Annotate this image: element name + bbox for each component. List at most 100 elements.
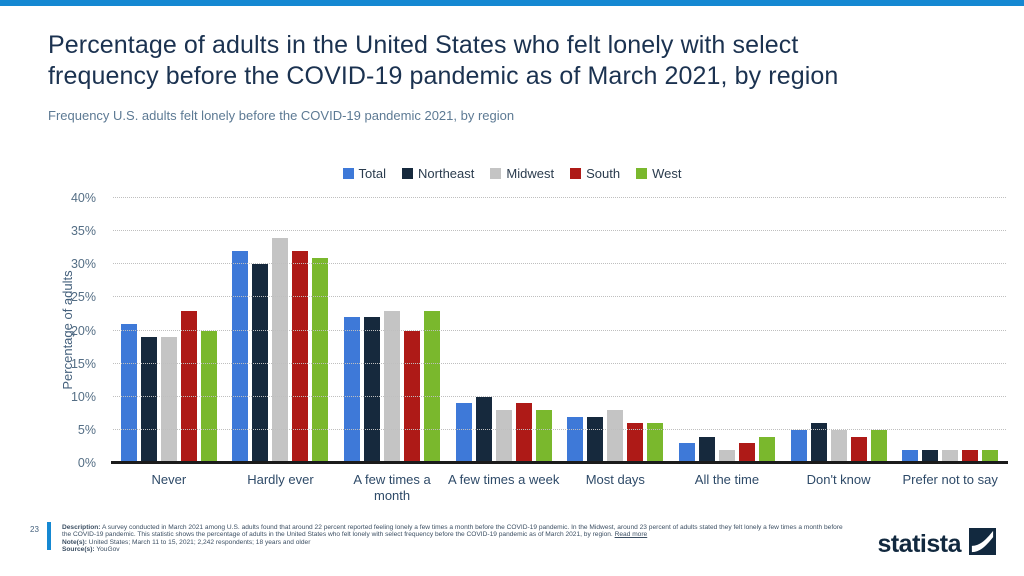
- bar-midwest: [272, 237, 289, 463]
- bar-total: [790, 429, 807, 463]
- bar-west: [870, 429, 887, 463]
- legend-item-west: West: [636, 166, 681, 181]
- chart-legend: Total Northeast Midwest South West: [0, 166, 1024, 181]
- y-tick-label: 15%: [70, 356, 96, 371]
- bar-west: [200, 330, 217, 463]
- bar-midwest: [718, 449, 735, 463]
- bar-midwest: [942, 449, 959, 463]
- bar-total: [455, 403, 472, 463]
- bar-west: [312, 257, 329, 463]
- legend-label: Midwest: [506, 166, 555, 181]
- bar-south: [850, 436, 867, 463]
- x-axis-category-label: A few times a week: [448, 472, 560, 487]
- gridline: [113, 362, 1006, 364]
- bar-group: [783, 198, 895, 463]
- gridline: [113, 395, 1006, 397]
- plot-area: [113, 197, 1006, 463]
- description-text: A survey conducted in March 2021 among U…: [62, 524, 843, 539]
- description-label: Description:: [62, 524, 101, 531]
- bar-midwest: [160, 337, 177, 463]
- x-axis-category-label: Most days: [585, 472, 645, 487]
- read-more-link[interactable]: Read more: [614, 531, 648, 539]
- bar-group: [894, 198, 1006, 463]
- y-tick-label: 30%: [70, 257, 96, 272]
- bar-total: [902, 449, 919, 463]
- y-axis-ticks: 0% 5% 10% 15% 20% 25% 30% 35% 40%: [48, 191, 104, 470]
- bar-group: [113, 198, 225, 463]
- bar-total: [232, 251, 249, 463]
- bar-groups: [113, 198, 1006, 463]
- gridline: [113, 428, 1006, 430]
- x-axis-category-label: Don't know: [806, 472, 871, 487]
- statista-branding: statista: [877, 528, 996, 560]
- bar-group: [560, 198, 672, 463]
- y-tick-label: 20%: [70, 323, 96, 338]
- bar-west: [647, 423, 664, 463]
- bar-south: [180, 310, 197, 463]
- x-axis-category-label: A few times a month: [353, 472, 431, 503]
- gridline: [113, 296, 1006, 298]
- legend-label: South: [586, 166, 621, 181]
- legend-color-chip: [636, 168, 648, 179]
- legend-color-chip: [570, 168, 582, 179]
- x-axis-labels: Never Hardly ever A few times a month A few…: [113, 472, 1006, 504]
- bar-west: [535, 410, 552, 463]
- bar-northeast: [587, 416, 604, 463]
- legend-item-midwest: Midwest: [490, 166, 554, 181]
- bar-northeast: [140, 337, 157, 463]
- bar-total: [678, 443, 695, 463]
- gridline: [113, 263, 1006, 265]
- top-accent-bar: [0, 0, 1024, 6]
- bar-west: [982, 449, 999, 463]
- footer: 23 Description: A survey conducted in Ma…: [0, 518, 1024, 576]
- bar-group: [671, 198, 783, 463]
- x-axis-line: [111, 461, 1008, 464]
- bar-midwest: [495, 410, 512, 463]
- bar-northeast: [698, 436, 715, 463]
- bar-group: [225, 198, 337, 463]
- footer-notes: Description: A survey conducted in March…: [62, 524, 850, 554]
- source-label: Source(s):: [62, 546, 95, 554]
- x-axis-category-label: Hardly ever: [247, 472, 314, 487]
- legend-color-chip: [342, 168, 354, 179]
- bar-west: [758, 436, 775, 463]
- legend-color-chip: [402, 168, 414, 179]
- bar-northeast: [810, 423, 827, 463]
- page-subtitle: Frequency U.S. adults felt lonely before…: [48, 108, 515, 123]
- slide-page-number: 23: [30, 525, 39, 534]
- y-tick-label: 0%: [77, 456, 96, 470]
- x-axis-category-label: Prefer not to say: [902, 472, 998, 487]
- bar-northeast: [922, 449, 939, 463]
- legend-item-south: South: [570, 166, 620, 181]
- y-tick-label: 10%: [70, 389, 96, 404]
- x-axis-category-label: All the time: [694, 472, 760, 487]
- bar-midwest: [830, 429, 847, 463]
- bar-south: [292, 251, 309, 463]
- bar-midwest: [384, 310, 401, 463]
- legend-item-northeast: Northeast: [402, 166, 474, 181]
- page-title: Percentage of adults in the United State…: [48, 31, 839, 90]
- statista-logo-text: statista: [877, 529, 961, 558]
- bar-total: [344, 317, 361, 463]
- gridline: [113, 230, 1006, 232]
- bar-south: [738, 443, 755, 463]
- legend-label: West: [652, 166, 682, 181]
- legend-label: Northeast: [418, 166, 475, 181]
- legend-item-total: Total: [342, 166, 387, 181]
- y-tick-label: 25%: [70, 290, 96, 305]
- source-text: YouGov: [96, 546, 120, 554]
- gridline: [113, 197, 1006, 198]
- bar-group: [448, 198, 560, 463]
- y-tick-label: 35%: [70, 224, 96, 239]
- legend-label: Total: [358, 166, 387, 181]
- bar-midwest: [607, 410, 624, 463]
- statista-logo-icon: [969, 528, 996, 560]
- bar-total: [567, 416, 584, 463]
- bar-west: [424, 310, 441, 463]
- bar-south: [515, 403, 532, 463]
- y-tick-label: 5%: [77, 422, 96, 437]
- bar-south: [962, 449, 979, 463]
- note-label: Note(s):: [62, 538, 87, 546]
- bar-total: [120, 323, 137, 463]
- x-axis-category-label: Never: [151, 472, 187, 487]
